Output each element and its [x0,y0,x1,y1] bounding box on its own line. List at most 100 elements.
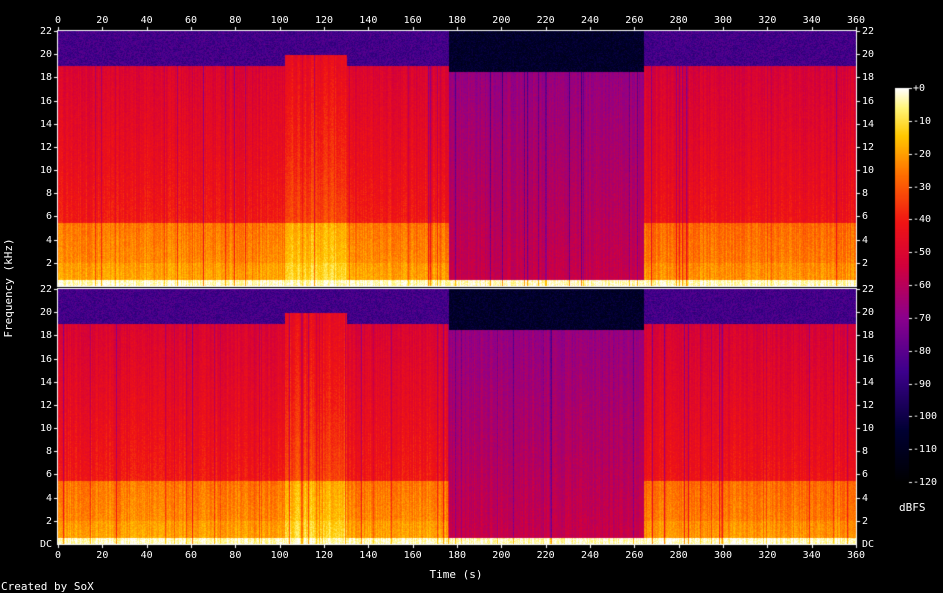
y-tick-label-right: 8 [862,446,869,458]
colorbar-tick-label: -10 [913,115,932,127]
y-tick-label-dc-left: DC [39,539,52,550]
y-tick-label-right: 18 [862,72,875,84]
y-tick-label-right: 20 [862,307,875,319]
y-tick-label-right: 6 [862,211,869,223]
y-tick-label-left: 6 [45,469,52,481]
x-tick-label-bottom: 280 [669,550,688,561]
colorbar-tick-label: -70 [913,312,932,324]
x-tick-label-top: 340 [802,15,821,26]
y-tick-label-left: 6 [45,211,52,223]
y-tick-label-left: 22 [39,284,52,295]
x-tick-label-top: 300 [713,15,733,26]
colorbar-tick-label: -110 [913,444,938,456]
y-tick-label-left: 2 [45,515,52,527]
x-tick-label-bottom: 140 [359,550,378,561]
y-tick-label-left: 10 [39,165,52,177]
y-tick-label-right: 16 [862,95,875,107]
x-tick-label-bottom: 40 [140,550,153,561]
y-tick-label-left: 18 [39,72,52,84]
y-tick-label-left: 20 [39,307,52,319]
y-tick-label-left: 14 [39,376,52,388]
x-tick-label-top: 20 [96,15,109,26]
y-tick-label-right: 10 [862,165,875,177]
y-tick-label-right: 8 [862,188,869,200]
x-tick-label-top: 280 [669,15,688,26]
y-tick-label-right: 20 [862,49,875,61]
y-tick-label-left: 8 [45,188,52,200]
y-tick-label-left: 18 [39,330,52,342]
y-tick-label-left: 10 [39,423,52,435]
colorbar-tick-label: -90 [913,378,932,390]
y-tick-label-right: 14 [862,118,875,130]
x-tick-label-top: 0 [54,15,62,26]
x-tick-label-top: 140 [359,15,378,26]
x-tick-label-bottom: 340 [802,550,821,561]
y-tick-label-right: 22 [862,26,875,37]
x-tick-label-bottom: 0 [54,550,62,561]
x-tick-label-bottom: 60 [184,550,198,561]
x-tick-label-top: 360 [846,15,866,26]
colorbar-tick-label: -80 [913,345,932,357]
colorbar-tick-label: -30 [913,181,932,193]
x-tick-label-bottom: 180 [447,550,467,561]
x-tick-label-bottom: 320 [758,550,777,561]
x-tick-label-top: 120 [314,15,334,26]
x-tick-label-bottom: 160 [403,550,422,561]
colorbar-tick-label: -50 [913,247,932,259]
y-tick-label-right: 12 [862,399,875,411]
colorbar-tick-label: -120 [913,477,938,488]
x-tick-label-top: 60 [184,15,198,26]
y-tick-label-left: 22 [39,26,52,37]
y-tick-label-dc-right: DC [862,539,875,550]
x-tick-label-bottom: 20 [96,550,109,561]
x-tick-label-top: 180 [447,15,467,26]
colorbar-tick-label: +0 [913,83,926,94]
y-tick-label-right: 6 [862,469,869,481]
x-tick-label-top: 260 [625,15,644,26]
y-tick-label-right: 4 [862,234,869,246]
x-tick-label-top: 100 [270,15,289,26]
x-tick-label-bottom: 260 [625,550,644,561]
y-tick-label-left: 12 [39,141,52,153]
x-tick-label-bottom: 300 [713,550,733,561]
colorbar-tick-label: -20 [913,148,932,160]
x-tick-label-top: 200 [492,15,511,26]
x-tick-label-bottom: 120 [314,550,334,561]
x-tick-label-top: 160 [403,15,422,26]
x-tick-label-bottom: 200 [492,550,511,561]
y-tick-label-left: 12 [39,399,52,411]
x-tick-label-bottom: 220 [536,550,555,561]
y-tick-label-left: 4 [45,234,52,246]
y-tick-label-right: 22 [862,284,875,295]
colorbar-tick-label: -40 [913,214,932,226]
y-tick-label-left: 8 [45,446,52,458]
colorbar-unit-label: dBFS [899,501,926,514]
y-tick-label-left: 20 [39,49,52,61]
y-tick-label-right: 12 [862,141,875,153]
y-tick-label-left: 16 [39,95,52,107]
y-tick-label-right: 16 [862,353,875,365]
y-tick-label-right: 14 [862,376,875,388]
y-tick-label-left: 2 [45,257,52,269]
x-tick-label-top: 220 [536,15,555,26]
colorbar-tick-label: -100 [913,411,938,423]
y-tick-label-right: 4 [862,492,869,504]
x-axis-label: Time (s) [429,568,483,581]
y-tick-label-left: 16 [39,353,52,365]
y-tick-label-right: 18 [862,330,875,342]
x-tick-label-top: 40 [140,15,153,26]
x-tick-label-bottom: 80 [229,550,242,561]
x-tick-label-top: 240 [580,15,600,26]
y-tick-label-right: 2 [862,515,869,527]
x-tick-label-top: 320 [758,15,777,26]
x-tick-label-top: 80 [229,15,242,26]
y-tick-label-left: 4 [45,492,52,504]
y-tick-label-right: 2 [862,257,869,269]
x-tick-label-bottom: 240 [580,550,600,561]
x-tick-label-bottom: 360 [846,550,866,561]
y-tick-label-left: 14 [39,118,52,130]
y-axis-label: Frequency (kHz) [2,238,15,338]
y-tick-label-right: 10 [862,423,875,435]
x-tick-label-bottom: 100 [270,550,289,561]
